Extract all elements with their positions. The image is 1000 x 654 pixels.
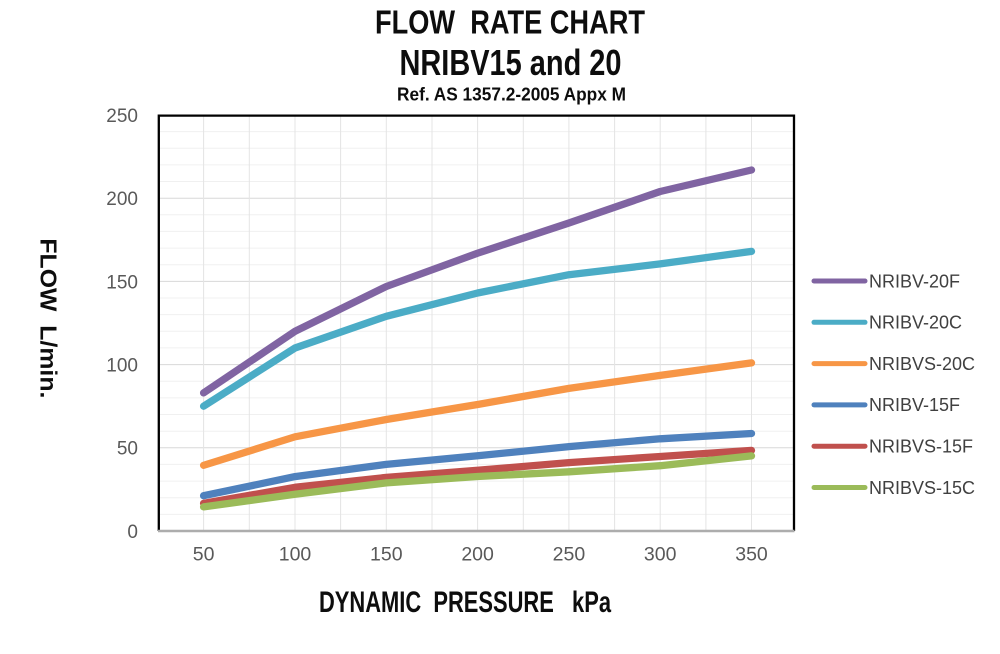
svg-text:200: 200 [106, 189, 138, 210]
svg-text:0: 0 [127, 522, 138, 543]
svg-text:FLOW RATE CHART: FLOW RATE CHART [375, 3, 645, 40]
svg-text:350: 350 [735, 544, 768, 566]
svg-text:NRIBV-20F: NRIBV-20F [869, 271, 960, 291]
svg-text:250: 250 [106, 106, 138, 127]
svg-text:150: 150 [106, 272, 138, 293]
svg-text:NRIBVS-20C: NRIBVS-20C [869, 354, 975, 374]
svg-text:100: 100 [279, 544, 312, 566]
svg-text:NRIBV15 and 20: NRIBV15 and 20 [400, 42, 622, 83]
svg-text:NRIBV-15F: NRIBV-15F [869, 395, 960, 415]
svg-text:DYNAMIC PRESSURE kPa: DYNAMIC PRESSURE kPa [319, 586, 611, 619]
svg-text:300: 300 [644, 544, 677, 566]
svg-text:NRIBVS-15F: NRIBVS-15F [869, 437, 973, 457]
svg-text:NRIBVS-15C: NRIBVS-15C [869, 478, 975, 498]
svg-text:150: 150 [370, 544, 403, 566]
svg-text:50: 50 [117, 439, 138, 460]
svg-text:FLOW L/min.: FLOW L/min. [36, 238, 62, 398]
svg-text:NRIBV-20C: NRIBV-20C [869, 313, 962, 333]
svg-text:100: 100 [106, 356, 138, 377]
svg-text:200: 200 [461, 544, 494, 566]
svg-text:250: 250 [553, 544, 586, 566]
svg-text:50: 50 [193, 544, 215, 566]
svg-text:Ref. AS 1357.2-2005 Appx M: Ref. AS 1357.2-2005 Appx M [397, 84, 626, 104]
